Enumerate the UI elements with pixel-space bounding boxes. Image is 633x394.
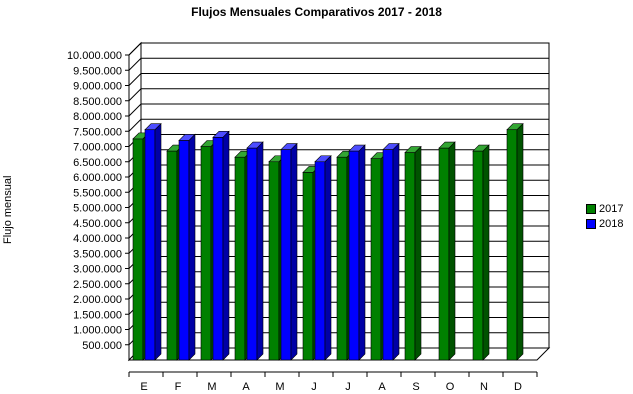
y-tick-label: 7.000.000 (73, 142, 122, 154)
bar-side-2017 (516, 123, 524, 361)
bar-2017 (200, 146, 212, 361)
bar-side-2017 (448, 141, 456, 361)
bar-side-2018 (290, 142, 298, 361)
y-tick-label: 6.500.000 (73, 157, 122, 169)
y-tick-label: 7.500.000 (73, 126, 122, 138)
legend: 2017 2018 (586, 201, 623, 231)
bar-2017 (404, 152, 416, 361)
bar-side-2018 (188, 133, 196, 361)
bar-2017 (472, 150, 484, 361)
grid-line-side (128, 73, 142, 86)
bar-side-2018 (256, 141, 264, 361)
bar-side-2017 (414, 145, 422, 361)
legend-item: 2017 (586, 201, 623, 216)
bar-2018 (382, 149, 394, 361)
x-tick-label: M (275, 381, 284, 393)
x-tick-label: S (412, 381, 419, 393)
bar-2018 (212, 137, 224, 361)
y-tick-label: 3.500.000 (73, 248, 122, 260)
y-tick-label: 8.000.000 (73, 111, 122, 123)
bar-2017 (370, 158, 382, 361)
y-tick-label: 2.000.000 (73, 294, 122, 306)
x-tick-label: D (514, 381, 522, 393)
bar-2018 (280, 149, 292, 361)
x-tick-label: A (378, 381, 386, 393)
bar-side-2018 (222, 130, 230, 361)
y-tick-label: 9.500.000 (73, 65, 122, 77)
bar-2017 (268, 161, 280, 361)
y-tick-label: 6.000.000 (73, 172, 122, 184)
y-tick-label: 10.000.000 (67, 50, 122, 62)
x-tick-label: O (446, 381, 455, 393)
bar-side-2018 (358, 144, 366, 361)
x-tick-label: F (175, 381, 182, 393)
bar-2017 (336, 156, 348, 361)
x-tick-label: J (345, 381, 351, 393)
y-tick-label: 9.000.000 (73, 81, 122, 93)
y-tick-label: 2.500.000 (73, 279, 122, 291)
bar-2017 (438, 147, 450, 361)
y-tick-label: 8.500.000 (73, 96, 122, 108)
bar-2018 (314, 161, 326, 361)
chart-title: Flujos Mensuales Comparativos 2017 - 201… (191, 5, 442, 19)
y-tick-label: 1.000.000 (73, 325, 122, 337)
bar-2018 (246, 147, 258, 361)
grid-line-side (128, 103, 142, 117)
legend-item: 2018 (586, 216, 623, 231)
x-tick-label: E (140, 381, 147, 393)
bar-side-2018 (154, 123, 162, 361)
x-tick-label: N (480, 381, 488, 393)
legend-label: 2018 (599, 217, 624, 230)
bar-2018 (348, 150, 360, 361)
grid-line-side (128, 57, 142, 71)
x-tick-label: J (311, 381, 317, 393)
x-tick-label: M (207, 381, 216, 393)
grid-line-side (128, 42, 142, 56)
bar-2017 (234, 156, 246, 361)
bar-2018 (178, 140, 190, 361)
y-tick-label: 3.000.000 (73, 264, 122, 276)
y-tick-label: 1.500.000 (73, 309, 122, 321)
y-tick-label: 5.000.000 (73, 203, 122, 215)
grid-line-side (128, 88, 142, 102)
legend-swatch (586, 203, 596, 214)
bar-side-2018 (392, 142, 400, 361)
y-tick-label: 5.500.000 (73, 187, 122, 199)
bar-side-2017 (482, 144, 490, 361)
x-tick-label: A (242, 381, 250, 393)
bar-2017 (166, 150, 178, 361)
legend-label: 2017 (599, 202, 624, 215)
bar-2017 (302, 172, 314, 361)
bar-2018 (144, 129, 156, 361)
legend-swatch (586, 218, 596, 229)
grid-line-side (128, 118, 142, 132)
bar-2017 (506, 129, 518, 361)
bar-2017 (132, 138, 144, 361)
bar-side-2018 (324, 155, 332, 361)
y-tick-label: 4.000.000 (73, 233, 122, 245)
y-tick-label: 500.000 (82, 340, 122, 352)
y-tick-label: 4.500.000 (73, 218, 122, 230)
